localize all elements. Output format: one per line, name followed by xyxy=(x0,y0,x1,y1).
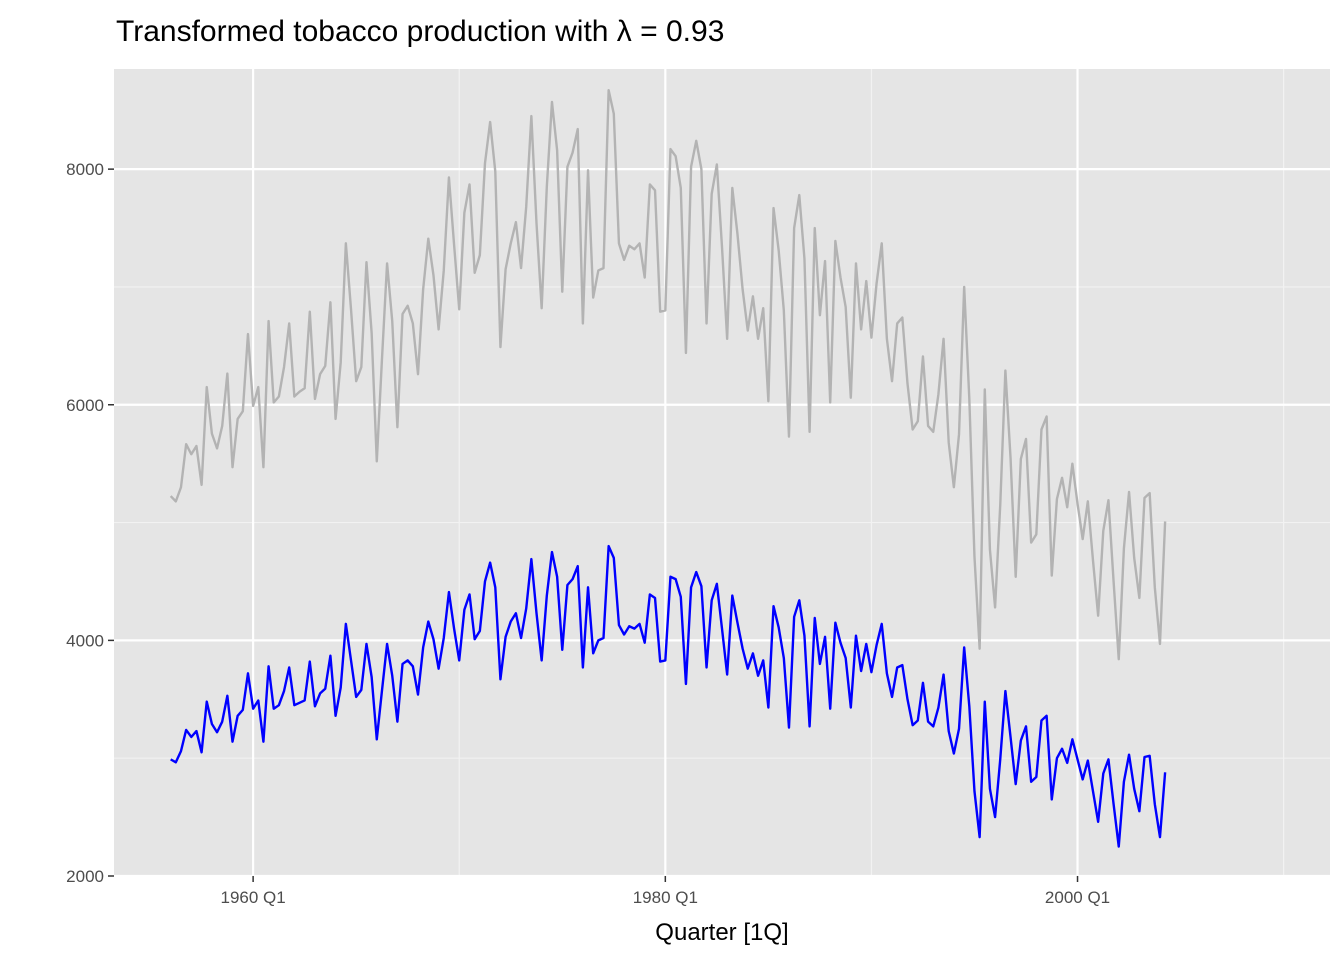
axis-ticks xyxy=(108,168,1079,882)
series-line-original xyxy=(169,89,1167,661)
x-tick-label: 1980 Q1 xyxy=(633,888,698,907)
y-tick-label: 4000 xyxy=(66,631,104,650)
series-line-transformed xyxy=(170,544,1167,848)
plot-panel xyxy=(114,69,1330,876)
x-tick-label: 2000 Q1 xyxy=(1045,888,1110,907)
chart-title: Transformed tobacco production with λ = … xyxy=(116,15,724,48)
grid-major xyxy=(114,69,1330,878)
y-tick-label: 2000 xyxy=(66,867,104,886)
y-axis-tick-labels: 2000 4000 6000 8000 xyxy=(66,160,104,886)
x-axis-title: Quarter [1Q] xyxy=(655,919,788,946)
y-tick-label: 8000 xyxy=(66,160,104,179)
x-tick-label: 1960 Q1 xyxy=(221,888,286,907)
x-axis-tick-labels: 1960 Q1 1980 Q1 2000 Q1 xyxy=(221,888,1111,907)
series-layer xyxy=(169,89,1167,848)
y-tick-label: 6000 xyxy=(66,396,104,415)
